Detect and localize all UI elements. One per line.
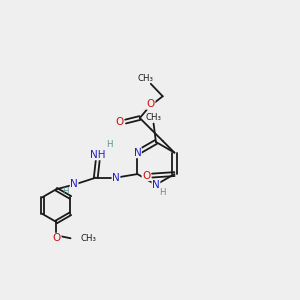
Text: N: N xyxy=(134,148,141,158)
Text: O: O xyxy=(142,171,150,181)
Text: CH₃: CH₃ xyxy=(146,113,162,122)
Text: H: H xyxy=(62,187,68,196)
Text: NH: NH xyxy=(90,150,106,160)
Text: H: H xyxy=(159,188,166,197)
Text: O: O xyxy=(116,117,124,127)
Text: N: N xyxy=(112,172,120,183)
Text: N: N xyxy=(70,179,78,189)
Text: O: O xyxy=(53,233,61,243)
Text: CH₃: CH₃ xyxy=(137,74,153,83)
Text: CH₃: CH₃ xyxy=(80,234,96,243)
Text: O: O xyxy=(147,99,155,109)
Text: N: N xyxy=(152,180,160,190)
Text: H: H xyxy=(106,140,113,149)
